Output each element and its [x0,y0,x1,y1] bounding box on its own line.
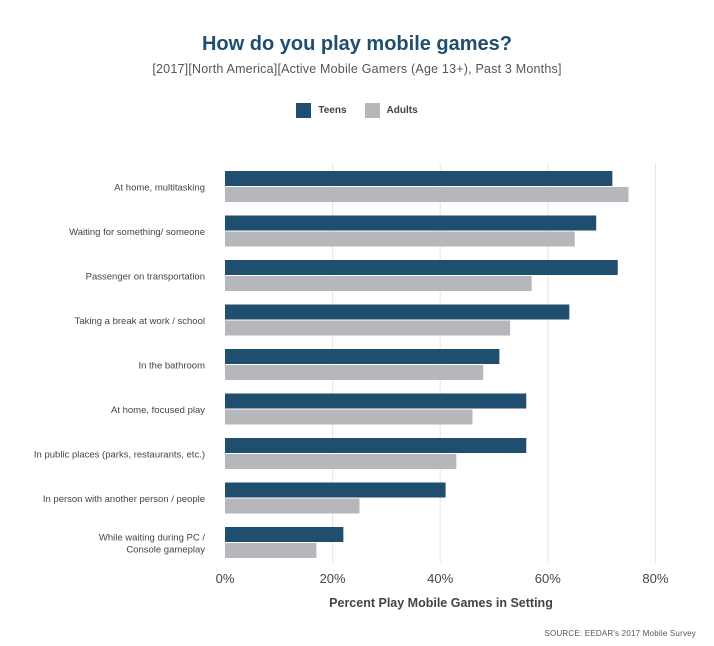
bar-adults [225,454,457,469]
category-label: Passenger on transportation [86,272,205,283]
bar-adults [225,276,532,291]
category-label: In the bathroom [138,361,205,372]
legend-label-adults: Adults [386,105,418,116]
category-label: At home, multitasking [114,183,205,194]
legend-swatch-adults [364,103,380,118]
x-tick-label: 20% [320,571,346,586]
x-tick-label: 60% [535,571,561,586]
bar-adults [225,498,360,514]
bar-adults [225,320,511,336]
legend: Teens Adults [0,103,714,118]
bar-teens [225,260,618,275]
x-tick-label: 0% [216,571,235,586]
category-label: Console gameplay [126,545,205,556]
bar-teens [225,171,613,186]
legend-item-adults: Adults [364,103,418,118]
category-label: Taking a break at work / school [75,316,205,327]
bar-teens [225,527,344,542]
bar-adults [225,365,484,380]
category-label: In person with another person / people [43,494,205,505]
x-axis-title: Percent Play Mobile Games in Setting [329,596,553,610]
legend-swatch-teens [296,103,312,118]
source-note: SOURCE: EEDAR's 2017 Mobile Survey [544,629,696,638]
bar-adults [225,409,473,425]
bar-adults [225,231,575,247]
bar-adults [225,543,317,558]
category-label: Waiting for something/ someone [69,227,205,238]
chart-title: How do you play mobile games? [201,33,513,55]
category-label: In public places (parks, restaurants, et… [34,450,205,461]
bar-teens [225,438,527,453]
legend-item-teens: Teens [296,103,347,118]
x-tick-label: 40% [427,571,453,586]
legend-label-teens: Teens [318,105,347,116]
category-label: At home, focused play [111,405,205,416]
category-label: While waiting during PC / [99,533,205,544]
bar-teens [225,304,570,320]
chart-subtitle: [2017][North America][Active Mobile Game… [152,62,562,76]
bar-adults [225,187,629,202]
bar-teens [225,482,446,498]
bar-teens [225,349,500,364]
x-tick-label: 80% [642,571,668,586]
bar-teens [225,393,527,409]
bar-teens [225,215,597,231]
